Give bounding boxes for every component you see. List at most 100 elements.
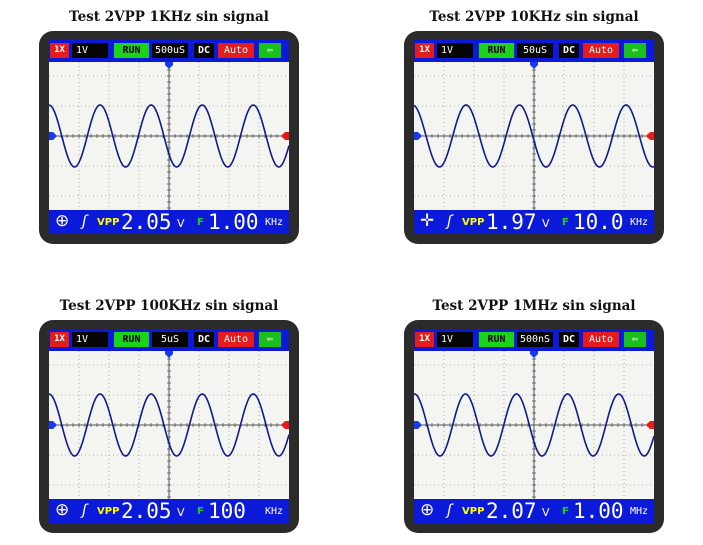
trigger-position-marker [165, 62, 173, 69]
measurement-bar: ⊕ ʃ VPP 2.07 V F 1.00 MHz [414, 499, 654, 523]
trigger-mode-badge[interactable]: Auto [583, 332, 619, 347]
scope-bezel: 1X 1V RUN 500uS DC Auto ⇦ ⊕ ʃ VPP 2.05 V… [39, 31, 299, 244]
waveform-display [414, 62, 654, 210]
battery-icon: ⇦ [259, 43, 281, 58]
vpp-value: 2.05 [121, 499, 172, 523]
probe-attenuation-badge[interactable]: 1X [415, 332, 434, 347]
vpp-value: 1.97 [486, 210, 537, 234]
trigger-level-marker [646, 132, 654, 140]
coupling-badge[interactable]: DC [194, 332, 214, 347]
vpp-label: VPP [97, 217, 120, 228]
panel-title: Test 2VPP 100KHz sin signal [59, 298, 279, 314]
freq-unit: MHz [630, 506, 649, 517]
freq-unit: KHz [265, 506, 284, 517]
channel-ground-marker [49, 132, 57, 140]
scope-screen: 1X 1V RUN 50uS DC Auto ⇦ ✛ ʃ VPP 1.97 V … [414, 40, 654, 234]
probe-attenuation-badge[interactable]: 1X [50, 332, 69, 347]
waveform-display [49, 351, 289, 499]
scope-screen: 1X 1V RUN 5uS DC Auto ⇦ ⊕ ʃ VPP 2.05 V F… [49, 329, 289, 523]
trigger-position-marker [530, 62, 538, 69]
battery-icon: ⇦ [259, 332, 281, 347]
sine-trace [414, 104, 654, 168]
scope-bezel: 1X 1V RUN 50uS DC Auto ⇦ ✛ ʃ VPP 1.97 V … [404, 31, 664, 244]
status-bar: 1X 1V RUN 50uS DC Auto ⇦ [414, 40, 654, 62]
probe-attenuation-badge[interactable]: 1X [50, 43, 69, 58]
volts-per-div[interactable]: 1V [437, 43, 473, 58]
trigger-mode-badge[interactable]: Auto [583, 43, 619, 58]
trigger-edge-icon[interactable]: ʃ [447, 501, 453, 519]
freq-label: F [197, 506, 204, 517]
vpp-label: VPP [97, 506, 120, 517]
measurement-bar: ⊕ ʃ VPP 2.05 V F 1.00 KHz [49, 210, 289, 234]
measurement-bar: ⊕ ʃ VPP 2.05 V F 100 KHz [49, 499, 289, 523]
scope-panel-10khz: Test 2VPP 10KHz sin signal 1X 1V RUN 50u… [404, 8, 664, 244]
waveform-display [49, 62, 289, 210]
panel-title: Test 2VPP 1MHz sin signal [432, 298, 636, 314]
panel-title: Test 2VPP 1KHz sin signal [69, 9, 269, 25]
volts-per-div[interactable]: 1V [437, 332, 473, 347]
status-bar: 1X 1V RUN 5uS DC Auto ⇦ [49, 329, 289, 351]
position-icon[interactable]: ✛ [420, 211, 435, 231]
scope-screen: 1X 1V RUN 500nS DC Auto ⇦ ⊕ ʃ VPP 2.07 V… [414, 329, 654, 523]
freq-unit: KHz [630, 217, 649, 228]
vpp-unit: V [177, 506, 185, 519]
freq-value: 1.00 [573, 499, 624, 523]
timebase[interactable]: 5uS [152, 332, 188, 347]
run-stop-badge[interactable]: RUN [114, 43, 149, 58]
trigger-mode-badge[interactable]: Auto [218, 43, 254, 58]
timebase[interactable]: 500uS [152, 43, 188, 58]
sine-trace [414, 393, 654, 457]
coupling-badge[interactable]: DC [559, 332, 579, 347]
freq-label: F [197, 217, 204, 228]
trigger-edge-icon[interactable]: ʃ [82, 501, 88, 519]
vpp-label: VPP [462, 217, 485, 228]
trigger-level-marker [281, 132, 289, 140]
freq-unit: KHz [265, 217, 284, 228]
coupling-badge[interactable]: DC [194, 43, 214, 58]
trigger-edge-icon[interactable]: ʃ [82, 212, 88, 230]
vpp-value: 2.05 [121, 210, 172, 234]
run-stop-badge[interactable]: RUN [479, 43, 514, 58]
battery-icon: ⇦ [624, 332, 646, 347]
scope-panel-100khz: Test 2VPP 100KHz sin signal 1X 1V RUN 5u… [39, 297, 299, 533]
panel-title: Test 2VPP 10KHz sin signal [429, 9, 639, 25]
freq-label: F [562, 217, 569, 228]
status-bar: 1X 1V RUN 500uS DC Auto ⇦ [49, 40, 289, 62]
position-icon[interactable]: ⊕ [420, 500, 435, 520]
measurement-bar: ✛ ʃ VPP 1.97 V F 10.0 KHz [414, 210, 654, 234]
trigger-position-marker [165, 351, 173, 358]
timebase[interactable]: 500nS [517, 332, 553, 347]
vpp-label: VPP [462, 506, 485, 517]
status-bar: 1X 1V RUN 500nS DC Auto ⇦ [414, 329, 654, 351]
timebase[interactable]: 50uS [517, 43, 553, 58]
position-icon[interactable]: ⊕ [55, 211, 70, 231]
channel-ground-marker [414, 132, 422, 140]
freq-value: 1.00 [208, 210, 259, 234]
waveform-display [414, 351, 654, 499]
trigger-position-marker [530, 351, 538, 358]
sine-trace [49, 393, 289, 457]
vpp-unit: V [542, 506, 550, 519]
channel-ground-marker [414, 421, 422, 429]
channel-ground-marker [49, 421, 57, 429]
scope-bezel: 1X 1V RUN 5uS DC Auto ⇦ ⊕ ʃ VPP 2.05 V F… [39, 320, 299, 533]
coupling-badge[interactable]: DC [559, 43, 579, 58]
vpp-unit: V [177, 217, 185, 230]
volts-per-div[interactable]: 1V [72, 43, 108, 58]
trigger-edge-icon[interactable]: ʃ [447, 212, 453, 230]
trigger-mode-badge[interactable]: Auto [218, 332, 254, 347]
trigger-level-marker [281, 421, 289, 429]
freq-value: 100 [208, 499, 246, 523]
scope-panel-1khz: Test 2VPP 1KHz sin signal 1X 1V RUN 500u… [39, 8, 299, 244]
volts-per-div[interactable]: 1V [72, 332, 108, 347]
run-stop-badge[interactable]: RUN [479, 332, 514, 347]
probe-attenuation-badge[interactable]: 1X [415, 43, 434, 58]
freq-value: 10.0 [573, 210, 624, 234]
scope-panel-1mhz: Test 2VPP 1MHz sin signal 1X 1V RUN 500n… [404, 297, 664, 533]
battery-icon: ⇦ [624, 43, 646, 58]
vpp-unit: V [542, 217, 550, 230]
position-icon[interactable]: ⊕ [55, 500, 70, 520]
sine-trace [49, 104, 289, 168]
run-stop-badge[interactable]: RUN [114, 332, 149, 347]
scope-bezel: 1X 1V RUN 500nS DC Auto ⇦ ⊕ ʃ VPP 2.07 V… [404, 320, 664, 533]
